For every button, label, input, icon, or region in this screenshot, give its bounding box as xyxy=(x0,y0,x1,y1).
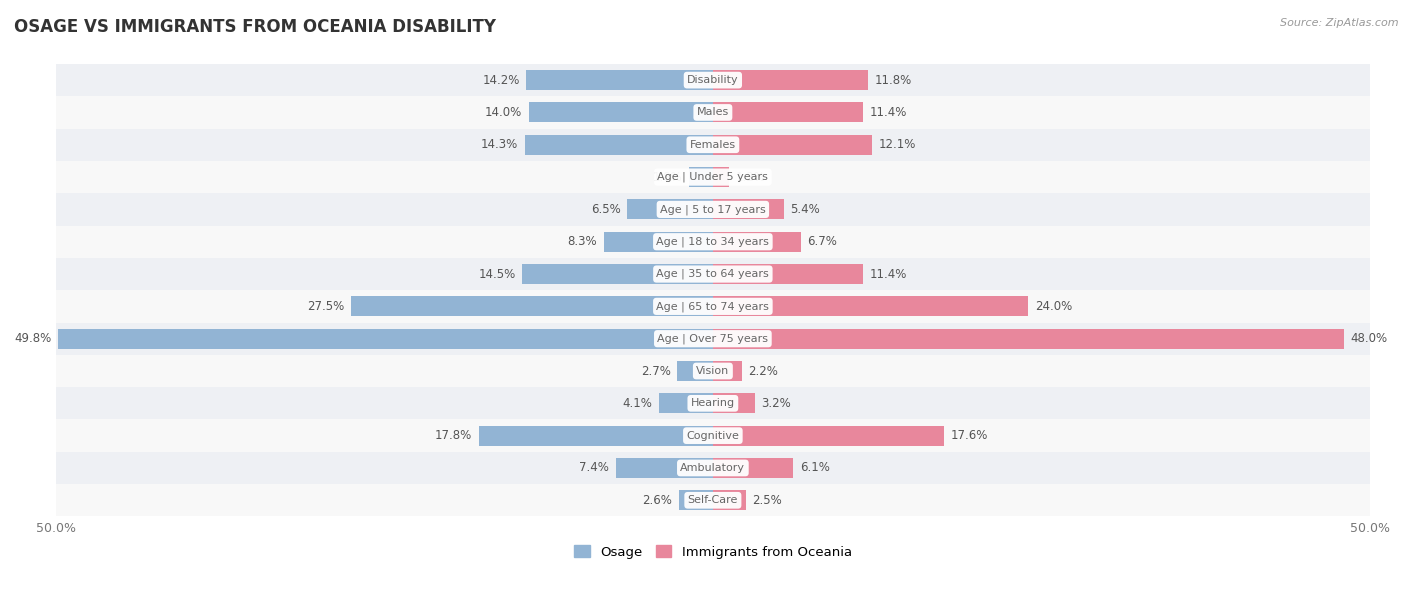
Text: 2.5%: 2.5% xyxy=(752,494,782,507)
Bar xyxy=(713,102,863,122)
Bar xyxy=(627,200,713,220)
Text: 2.6%: 2.6% xyxy=(643,494,672,507)
Text: 1.2%: 1.2% xyxy=(735,171,765,184)
Bar xyxy=(55,323,1371,355)
Bar xyxy=(713,135,872,155)
Text: 1.8%: 1.8% xyxy=(652,171,683,184)
Bar xyxy=(713,425,945,446)
Bar xyxy=(603,232,713,252)
Bar xyxy=(352,296,713,316)
Text: 2.2%: 2.2% xyxy=(748,365,779,378)
Text: 5.4%: 5.4% xyxy=(790,203,820,216)
Bar xyxy=(713,200,785,220)
Text: 14.2%: 14.2% xyxy=(482,73,520,87)
Bar xyxy=(55,355,1371,387)
Text: Age | 5 to 17 years: Age | 5 to 17 years xyxy=(659,204,766,215)
Bar xyxy=(55,193,1371,226)
Text: Cognitive: Cognitive xyxy=(686,431,740,441)
Text: 4.1%: 4.1% xyxy=(623,397,652,410)
Text: 6.5%: 6.5% xyxy=(591,203,621,216)
Text: 2.7%: 2.7% xyxy=(641,365,671,378)
Text: Disability: Disability xyxy=(688,75,738,85)
Text: 48.0%: 48.0% xyxy=(1351,332,1388,345)
Bar xyxy=(55,129,1371,161)
Bar xyxy=(713,361,742,381)
Text: OSAGE VS IMMIGRANTS FROM OCEANIA DISABILITY: OSAGE VS IMMIGRANTS FROM OCEANIA DISABIL… xyxy=(14,18,496,36)
Bar xyxy=(689,167,713,187)
Bar xyxy=(55,226,1371,258)
Bar xyxy=(529,102,713,122)
Text: Females: Females xyxy=(690,140,735,150)
Text: 7.4%: 7.4% xyxy=(579,461,609,474)
Bar xyxy=(659,394,713,413)
Text: Source: ZipAtlas.com: Source: ZipAtlas.com xyxy=(1281,18,1399,28)
Bar xyxy=(713,296,1028,316)
Text: 6.7%: 6.7% xyxy=(807,235,838,248)
Text: Self-Care: Self-Care xyxy=(688,495,738,506)
Text: Age | 18 to 34 years: Age | 18 to 34 years xyxy=(657,236,769,247)
Text: 17.6%: 17.6% xyxy=(950,429,988,442)
Text: 14.0%: 14.0% xyxy=(485,106,522,119)
Text: Ambulatory: Ambulatory xyxy=(681,463,745,473)
Bar xyxy=(55,484,1371,517)
Text: 8.3%: 8.3% xyxy=(568,235,598,248)
Text: 12.1%: 12.1% xyxy=(879,138,915,151)
Bar xyxy=(55,419,1371,452)
Bar xyxy=(55,96,1371,129)
Legend: Osage, Immigrants from Oceania: Osage, Immigrants from Oceania xyxy=(568,540,858,564)
Text: 17.8%: 17.8% xyxy=(434,429,472,442)
Bar xyxy=(55,452,1371,484)
Bar xyxy=(679,490,713,510)
Bar xyxy=(55,64,1371,96)
Bar xyxy=(713,264,863,284)
Text: Hearing: Hearing xyxy=(690,398,735,408)
Text: Age | 65 to 74 years: Age | 65 to 74 years xyxy=(657,301,769,312)
Text: Age | 35 to 64 years: Age | 35 to 64 years xyxy=(657,269,769,279)
Bar xyxy=(713,394,755,413)
Bar xyxy=(616,458,713,478)
Bar xyxy=(55,290,1371,323)
Bar xyxy=(713,458,793,478)
Text: 6.1%: 6.1% xyxy=(800,461,830,474)
Text: 14.5%: 14.5% xyxy=(478,267,516,280)
Bar xyxy=(55,258,1371,290)
Bar xyxy=(713,70,868,90)
Text: Males: Males xyxy=(697,108,728,118)
Text: 11.8%: 11.8% xyxy=(875,73,912,87)
Text: Vision: Vision xyxy=(696,366,730,376)
Text: 24.0%: 24.0% xyxy=(1035,300,1073,313)
Bar xyxy=(58,329,713,349)
Bar xyxy=(678,361,713,381)
Text: 14.3%: 14.3% xyxy=(481,138,519,151)
Bar xyxy=(479,425,713,446)
Text: Age | Under 5 years: Age | Under 5 years xyxy=(658,172,768,182)
Text: 3.2%: 3.2% xyxy=(762,397,792,410)
Bar xyxy=(55,161,1371,193)
Text: 27.5%: 27.5% xyxy=(308,300,344,313)
Text: 11.4%: 11.4% xyxy=(869,267,907,280)
Bar xyxy=(526,70,713,90)
Bar xyxy=(55,387,1371,419)
Bar xyxy=(522,264,713,284)
Text: Age | Over 75 years: Age | Over 75 years xyxy=(658,334,768,344)
Text: 49.8%: 49.8% xyxy=(14,332,52,345)
Bar xyxy=(713,232,801,252)
Bar xyxy=(713,167,728,187)
Text: 11.4%: 11.4% xyxy=(869,106,907,119)
Bar xyxy=(713,490,745,510)
Bar xyxy=(524,135,713,155)
Bar xyxy=(713,329,1344,349)
